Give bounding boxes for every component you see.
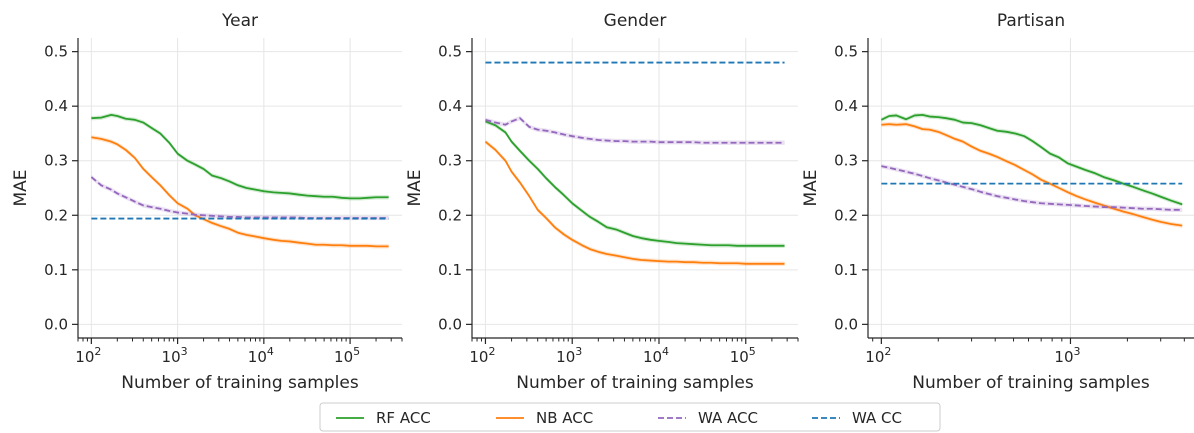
x-axis-label: Number of training samples [121, 373, 359, 393]
y-tick-label: 0.1 [438, 261, 462, 279]
x-tick-exp: 3 [181, 345, 188, 358]
x-tick-exp: 3 [575, 345, 582, 358]
y-tick-label: 0.4 [44, 97, 68, 115]
y-tick-label: 0.2 [44, 206, 68, 224]
legend-frame [319, 402, 941, 432]
y-tick-label: 0.3 [44, 152, 68, 170]
x-tick-exp: 3 [1074, 345, 1081, 358]
series-band-wa-acc [91, 174, 389, 221]
chart-title: Year [221, 11, 258, 31]
x-tick-base: 10 [556, 348, 575, 366]
y-tick-label: 0.2 [438, 206, 462, 224]
x-tick-base: 10 [643, 348, 662, 366]
x-tick-base: 10 [75, 348, 94, 366]
x-tick-base: 10 [248, 348, 267, 366]
y-tick-label: 0.5 [834, 43, 858, 61]
x-axis-label: Number of training samples [912, 373, 1150, 393]
x-tick-label: 105 [730, 345, 756, 366]
series-band-rf-acc [91, 112, 389, 201]
x-tick-exp: 2 [488, 345, 495, 358]
chart-title: Gender [604, 11, 667, 31]
y-tick-label: 0.1 [834, 261, 858, 279]
y-tick-label: 0.2 [834, 206, 858, 224]
x-tick-exp: 2 [884, 345, 891, 358]
x-tick-exp: 2 [94, 345, 101, 358]
series-band-rf-acc [881, 112, 1183, 207]
x-tick-label: 104 [248, 345, 274, 366]
y-axis-label: MAE [11, 169, 31, 206]
x-tick-exp: 4 [267, 345, 274, 358]
y-tick-label: 0.1 [44, 261, 68, 279]
x-tick-label: 102 [865, 345, 891, 366]
y-axis-label: MAE [801, 169, 821, 206]
x-tick-label: 104 [643, 345, 669, 366]
y-tick-label: 0.0 [438, 315, 462, 333]
series-line-nb-acc [484, 140, 785, 265]
x-tick-exp: 5 [353, 345, 360, 358]
x-tick-label: 105 [334, 345, 360, 366]
y-tick-label: 0.5 [44, 43, 68, 61]
y-tick-label: 0.5 [438, 43, 462, 61]
y-axis-label: MAE [405, 169, 425, 206]
y-tick-label: 0.3 [834, 152, 858, 170]
x-tick-base: 10 [865, 348, 884, 366]
y-tick-label: 0.4 [834, 97, 858, 115]
x-axis-label: Number of training samples [516, 373, 754, 393]
series-line-wa-acc [485, 117, 785, 144]
legend-label: NB ACC [536, 409, 593, 427]
series-line-nb-acc [91, 136, 389, 248]
x-tick-exp: 5 [749, 345, 756, 358]
x-tick-label: 103 [162, 345, 188, 366]
x-tick-label: 103 [556, 345, 582, 366]
x-tick-label: 103 [1054, 345, 1080, 366]
series-line-rf-acc [880, 114, 1183, 206]
x-tick-base: 10 [334, 348, 353, 366]
x-tick-exp: 4 [662, 345, 669, 358]
series-line-rf-acc [485, 120, 785, 247]
y-tick-label: 0.3 [438, 152, 462, 170]
series-band-rf-acc [485, 119, 785, 249]
legend-label: RF ACC [376, 409, 431, 427]
x-tick-base: 10 [162, 348, 181, 366]
legend: RF ACC NB ACC WA ACC WA CC [319, 402, 941, 432]
chart-title: Partisan [997, 11, 1065, 31]
series-band-nb-acc [91, 135, 389, 249]
series-line-wa-acc [881, 165, 1183, 211]
y-tick-label: 0.0 [44, 315, 68, 333]
x-tick-base: 10 [1054, 348, 1073, 366]
x-tick-label: 102 [469, 345, 495, 366]
series-line-rf-acc [91, 114, 389, 200]
x-tick-base: 10 [730, 348, 749, 366]
series-line-nb-acc [881, 123, 1183, 227]
y-tick-label: 0.0 [834, 315, 858, 333]
series-band-wa-acc [485, 116, 785, 145]
x-tick-base: 10 [469, 348, 488, 366]
legend-label: WA CC [852, 409, 902, 427]
legend-label: WA ACC [698, 409, 758, 427]
y-tick-label: 0.4 [438, 97, 462, 115]
x-tick-label: 102 [75, 345, 101, 366]
